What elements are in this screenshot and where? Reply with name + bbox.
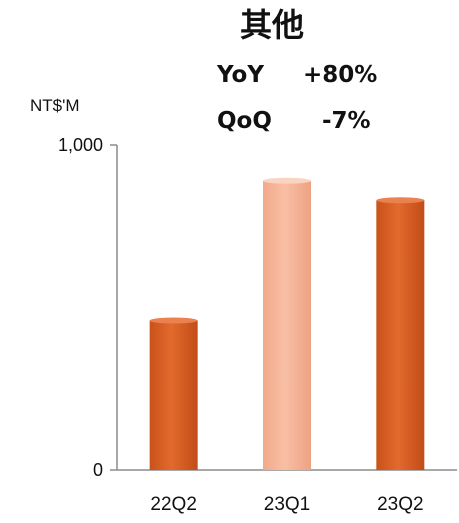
bar-top-cap <box>149 317 198 324</box>
x-tick-label: 23Q2 <box>377 494 423 515</box>
yoy-label: YoY <box>216 62 264 88</box>
y-axis-unit-label: NT$'M <box>30 96 80 115</box>
bar-23Q1 <box>263 177 311 470</box>
bars-group <box>149 177 425 470</box>
bar-top-cap <box>376 197 425 204</box>
bar-rect <box>263 180 311 470</box>
bar-23Q2 <box>376 197 425 470</box>
y-tick-label: 1,000 <box>58 135 103 155</box>
yoy-value: +80% <box>303 62 377 88</box>
bar-top-cap <box>263 177 311 184</box>
qoq-value: -7% <box>322 108 371 134</box>
x-tick-label: 22Q2 <box>150 494 196 515</box>
x-tick-label: 23Q1 <box>264 494 310 515</box>
y-tick-label: 0 <box>93 460 103 480</box>
chart-title: 其他 <box>240 6 304 44</box>
x-tick-labels-group: 22Q2 23Q1 23Q2 <box>150 494 423 515</box>
bar-rect <box>149 320 198 470</box>
bar-rect <box>376 200 425 470</box>
bar-22Q2 <box>149 317 198 470</box>
y-ticks-group: 0 1,000 <box>58 135 117 480</box>
qoq-label: QoQ <box>217 108 272 134</box>
